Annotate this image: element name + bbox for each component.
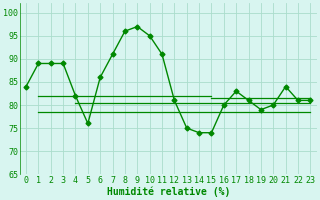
X-axis label: Humidité relative (%): Humidité relative (%)	[107, 186, 230, 197]
